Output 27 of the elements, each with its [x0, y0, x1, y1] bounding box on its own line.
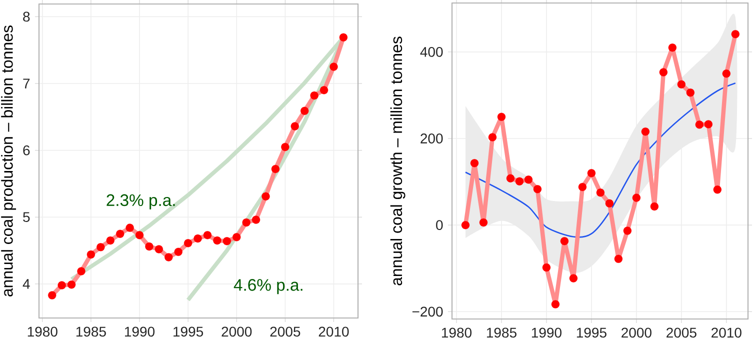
- x-tick-label: 2010: [712, 328, 742, 338]
- x-tick-label: 1980: [28, 326, 58, 337]
- x-tick-label: 2010: [318, 326, 349, 337]
- y-tick-label: 0: [436, 220, 443, 230]
- y-tick-label: 200: [420, 134, 443, 144]
- x-tick-label: 1985: [486, 328, 516, 338]
- x-tick-label: 2005: [270, 326, 300, 337]
- x-tick-label: 1995: [576, 328, 606, 338]
- x-tick-label: 1995: [174, 326, 204, 337]
- y-tick-label: −200: [412, 306, 443, 317]
- y-tick-label: 5: [23, 212, 30, 222]
- x-tick-label: 1980: [442, 328, 472, 338]
- annotation: 2.3% p.a.: [106, 194, 175, 210]
- x-tick-label: 1985: [76, 326, 106, 337]
- y-tick-label: 8: [23, 12, 30, 22]
- y-tick-label: 4: [22, 279, 30, 289]
- y-tick-label: 400: [420, 46, 443, 57]
- x-tick-label: 1990: [532, 328, 562, 338]
- y-tick-label: 7: [23, 78, 30, 88]
- x-tick-label: 1990: [125, 326, 155, 337]
- y-tick-label: 6: [23, 145, 30, 156]
- x-tick-label: 2005: [666, 328, 696, 338]
- annotation: 4.6% p.a.: [234, 279, 302, 294]
- y-axis-title: annual coal growth – million tonnes: [390, 36, 406, 286]
- x-tick-label: 2000: [622, 328, 652, 338]
- y-axis-title: annual coal production – billion tonnes: [1, 26, 16, 296]
- x-tick-label: 2000: [222, 326, 252, 337]
